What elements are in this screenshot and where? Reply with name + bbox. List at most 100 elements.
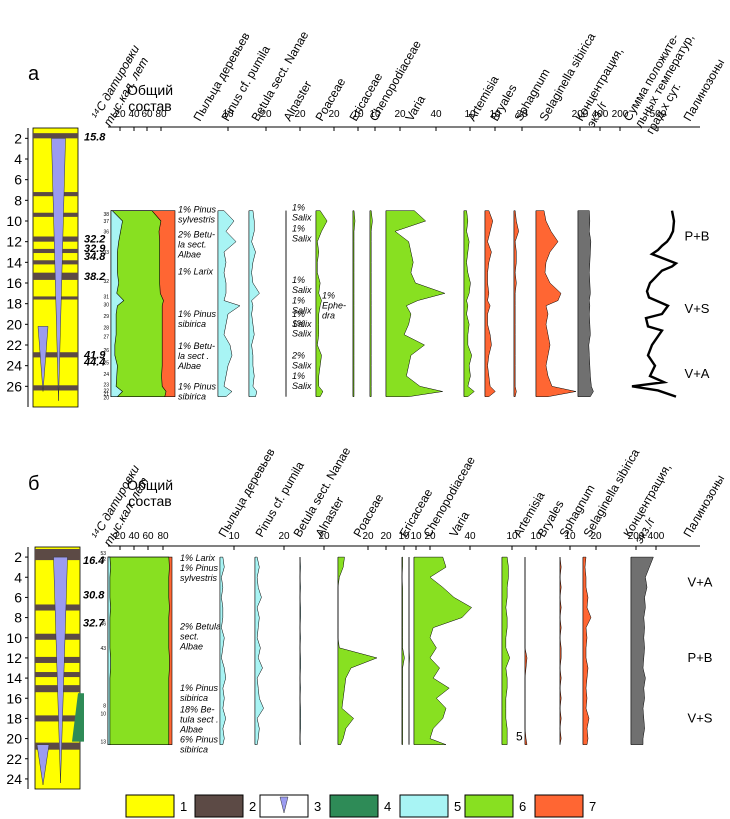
tree-note-line: sibirica bbox=[178, 391, 206, 401]
salix-note: 1% Salix bbox=[292, 371, 312, 391]
sample-number: 38 bbox=[103, 212, 109, 218]
salix-note-line: 1% bbox=[292, 275, 305, 285]
salix-note-line: Salix bbox=[292, 328, 312, 338]
chenopodiaceae-curve bbox=[408, 557, 410, 745]
sample-number: 24 bbox=[103, 372, 109, 378]
salix-note: 1% Salix bbox=[292, 203, 312, 223]
legend-wedge bbox=[279, 796, 289, 814]
dark-layer bbox=[33, 133, 78, 139]
tree-note: 1% Larix 1% Pinus sylvestris bbox=[180, 553, 219, 583]
legend-number: 1 bbox=[180, 799, 187, 814]
salix-note: 1% Salix bbox=[292, 296, 312, 316]
poaceae-curve bbox=[315, 210, 328, 397]
ericaceae-curve bbox=[401, 556, 405, 745]
header-tick-label: 20 bbox=[516, 109, 528, 120]
header-tick-label: 20 bbox=[328, 109, 340, 120]
tree-note-line: Albae bbox=[179, 642, 203, 652]
dark-layer bbox=[35, 742, 80, 750]
tree-note-line: 1% Pinus bbox=[178, 205, 217, 215]
sample-number: 21 bbox=[103, 392, 109, 398]
depth-tick-label: 12 bbox=[6, 234, 22, 250]
header-tick-label: 40 bbox=[430, 109, 442, 120]
column-title-composition: Общий состав bbox=[127, 82, 173, 114]
tree-note-line: tula sect . bbox=[180, 714, 219, 724]
legend-number: 6 bbox=[519, 799, 526, 814]
curve-note: 5 bbox=[516, 730, 523, 744]
depth-tick-label: 4 bbox=[14, 569, 22, 585]
header-tick-label: 20 bbox=[590, 531, 602, 542]
header-tick-label: 10 bbox=[464, 109, 476, 120]
salix-note-line: Salix bbox=[292, 233, 312, 243]
tree-note-line: Albae bbox=[177, 250, 201, 260]
tree-note-line: sylvestris bbox=[180, 573, 218, 583]
sample-number: 31 bbox=[103, 294, 109, 300]
tree-note-line: sibirica bbox=[180, 693, 208, 703]
header-tick-label: 80 bbox=[157, 531, 169, 542]
salix-note-line: Salix bbox=[292, 213, 312, 223]
legend-number: 7 bbox=[589, 799, 596, 814]
ice-wedge bbox=[37, 326, 49, 392]
depth-tick-label: 2 bbox=[14, 130, 22, 146]
tree-note-line: 6% Pinus bbox=[180, 734, 219, 744]
legend-number: 5 bbox=[454, 799, 461, 814]
header-tick-label: 10 bbox=[530, 531, 542, 542]
depth-tick-label: 10 bbox=[6, 213, 22, 229]
composition-herbs bbox=[107, 556, 170, 745]
header-tick-label: 20 bbox=[318, 531, 330, 542]
dark-layer bbox=[35, 549, 80, 561]
salix-note-line: Salix bbox=[292, 306, 312, 316]
bryales-curve bbox=[484, 210, 496, 397]
header-tick-label: 200 bbox=[612, 109, 629, 120]
sample-number: 43 bbox=[100, 646, 106, 652]
header-tick-label: 20 bbox=[294, 109, 306, 120]
dating-label: 41.9 bbox=[83, 349, 106, 361]
depth-tick-label: 20 bbox=[6, 316, 22, 332]
legend-swatch bbox=[194, 794, 244, 818]
varia-curve bbox=[385, 210, 446, 397]
legend: 1 2 3 4 5 6 7 bbox=[125, 794, 596, 818]
artemisia-curve bbox=[463, 210, 475, 397]
sample-number: 27 bbox=[103, 335, 109, 341]
ephedra-note-line: 1% bbox=[322, 291, 335, 301]
depth-tick-label: 8 bbox=[14, 610, 22, 626]
depth-tick-label: 2 bbox=[14, 549, 22, 565]
dating-label: 16.4 bbox=[83, 555, 104, 567]
column-title-line: состав bbox=[128, 493, 171, 509]
pinus_pumila-curve bbox=[217, 210, 241, 397]
salix-note-line: 1% bbox=[292, 371, 305, 381]
header-tick-label: 400 bbox=[648, 531, 665, 542]
sample-number: 10 bbox=[100, 711, 106, 717]
salix-note-line: Salix bbox=[292, 319, 312, 329]
sample-number: 46 bbox=[100, 622, 106, 628]
tree-note-line: sect. bbox=[180, 632, 199, 642]
header-tick-label: 60 bbox=[142, 531, 154, 542]
tree-note-line: 2% Betula bbox=[179, 622, 221, 632]
header-tick-label: 10 bbox=[506, 531, 518, 542]
header-tick-label: 400 bbox=[592, 109, 609, 120]
tree-note-line: 2% Betu- bbox=[177, 230, 215, 240]
tree-note-line: Albae bbox=[177, 361, 201, 371]
sample-number: 13 bbox=[100, 740, 106, 746]
header-tick-label: 10 bbox=[398, 531, 410, 542]
sample-number: 8 bbox=[103, 703, 106, 709]
header-tick-label: 200 bbox=[628, 531, 645, 542]
column-title-composition: Общий состав bbox=[127, 477, 173, 509]
dating-label: 15.8 bbox=[84, 131, 106, 143]
tree-note-line: 1% Larix bbox=[178, 267, 214, 277]
column-title: Varia bbox=[402, 93, 428, 124]
tree-note-line: 1% Pinus bbox=[178, 381, 217, 391]
dark-layer bbox=[33, 296, 78, 300]
depth-tick-label: 10 bbox=[6, 630, 22, 646]
depth-tick-label: 4 bbox=[14, 151, 22, 167]
header-tick-label: 10 bbox=[564, 531, 576, 542]
betula_nanae-curve bbox=[254, 556, 264, 745]
depth-tick-label: 26 bbox=[6, 378, 22, 394]
dating-label: 30.8 bbox=[83, 589, 105, 601]
header-tick-label: 20 bbox=[394, 109, 406, 120]
header-tick-label: 10 bbox=[228, 531, 240, 542]
ericaceae-curve bbox=[352, 210, 356, 397]
tree-note: 1% Pinus sibirica bbox=[180, 683, 219, 703]
salix-note: 1% Salix bbox=[292, 309, 312, 329]
sample-number: 29 bbox=[103, 314, 109, 320]
